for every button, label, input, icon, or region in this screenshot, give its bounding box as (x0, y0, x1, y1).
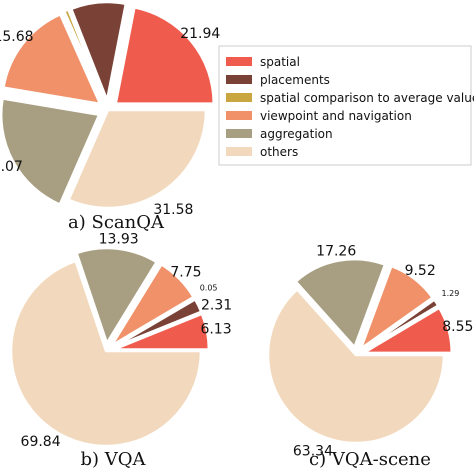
slice-viewpoint-and-navigation (359, 264, 434, 350)
caption-scanqa: a) ScanQA (68, 212, 165, 233)
value-label-spatial: 21.94 (180, 26, 220, 42)
value-label-placements: 2.31 (201, 297, 232, 313)
slice-placements (69, 0, 128, 102)
pie-chart-vqa: 6.13 2.31 0.05 7.75 13.93 69.84 (9, 232, 232, 450)
legend-swatch-spatial-comparison-to-average-value (226, 93, 252, 102)
slice-spatial (362, 306, 453, 355)
slice-spatial (112, 312, 211, 351)
value-label-spatial: 8.55 (442, 319, 473, 335)
legend-label-aggregation: aggregation (260, 127, 333, 141)
slice-placements (361, 298, 440, 352)
legend-label-others: others (260, 145, 298, 159)
legend-frame (218, 45, 472, 166)
value-label-placements: 1.29 (442, 289, 460, 298)
value-label-viewpoint-and-navigation: 9.52 (405, 263, 436, 279)
slice-others (9, 259, 203, 448)
slice-aggregation (0, 97, 101, 206)
value-label-viewpoint-and-navigation: 7.75 (170, 264, 201, 280)
legend-label-viewpoint-and-navigation: viewpoint and navigation (260, 109, 412, 123)
legend-label-spatial-comparison-to-average-value: spatial comparison to average value (260, 91, 474, 105)
caption-vqa: b) VQA (80, 449, 146, 469)
slice-viewpoint-and-navigation (110, 263, 195, 347)
value-label-aggregation: 21.07 (0, 159, 23, 175)
slice-others (266, 288, 446, 445)
legend-label-placements: placements (260, 73, 330, 87)
value-label-others: 63.34 (293, 443, 333, 459)
value-label-viewpoint-and-navigation: 15.68 (0, 29, 34, 45)
slice-spatial-comparison-to-average-value (111, 297, 197, 349)
slice-others (67, 108, 208, 210)
value-label-spatial-comparison-to-average-value: 0.05 (200, 284, 218, 293)
slice-viewpoint-and-navigation (2, 13, 102, 106)
caption-vqa-scene: c) VQA-scene (309, 449, 431, 469)
legend-swatch-viewpoint-and-navigation (226, 111, 252, 120)
legend-swatch-spatial (226, 57, 252, 66)
legend: spatial placements spatial comparison to a… (218, 45, 474, 166)
value-label-aggregation: 17.26 (316, 243, 356, 259)
value-label-spatial-comparison-to-average-value: 0.71 (42, 0, 73, 4)
value-label-aggregation: 13.93 (99, 232, 139, 248)
legend-swatch-aggregation (226, 129, 252, 138)
value-label-others: 69.84 (21, 434, 61, 450)
slice-aggregation (75, 246, 158, 345)
slice-aggregation (294, 257, 387, 349)
legend-label-spatial: spatial (260, 55, 300, 69)
slice-spatial (114, 6, 215, 105)
slice-spatial-comparison-to-average-value (63, 8, 106, 103)
pie-chart-vqa-scene: 8.55 1.29 9.52 17.26 63.34 (266, 243, 473, 459)
value-label-others: 31.58 (153, 202, 193, 218)
value-label-spatial: 6.13 (200, 322, 231, 338)
legend-swatch-placements (226, 75, 252, 84)
legend-swatch-others (226, 147, 252, 156)
